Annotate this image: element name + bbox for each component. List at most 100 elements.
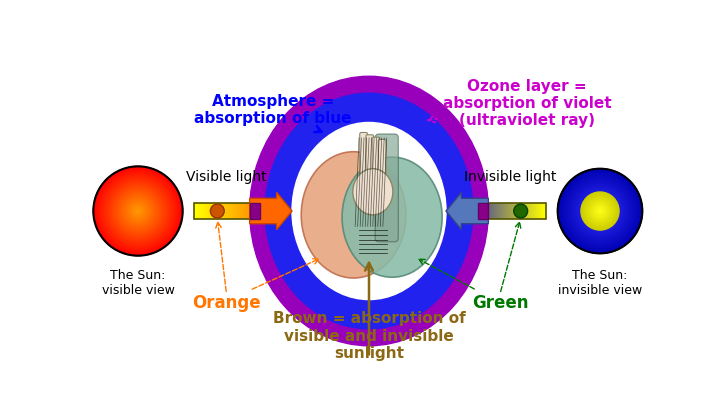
Bar xyxy=(488,203,546,219)
Bar xyxy=(542,203,543,219)
Bar xyxy=(543,203,544,219)
Bar xyxy=(497,203,498,219)
Bar xyxy=(212,203,213,219)
Bar xyxy=(504,203,505,219)
Bar xyxy=(506,203,507,219)
Text: Invisible light: Invisible light xyxy=(464,170,556,184)
Circle shape xyxy=(575,187,624,236)
Bar xyxy=(195,203,196,219)
Circle shape xyxy=(595,206,605,216)
Bar xyxy=(197,203,198,219)
Ellipse shape xyxy=(292,122,446,300)
Circle shape xyxy=(596,207,604,215)
FancyBboxPatch shape xyxy=(366,135,374,178)
Circle shape xyxy=(585,196,616,226)
Circle shape xyxy=(94,166,183,256)
Circle shape xyxy=(590,200,611,222)
Circle shape xyxy=(562,173,638,249)
Bar xyxy=(244,203,245,219)
Bar xyxy=(220,203,222,219)
Circle shape xyxy=(587,198,613,224)
Bar xyxy=(238,203,239,219)
Bar xyxy=(540,203,541,219)
Circle shape xyxy=(581,192,619,230)
Bar xyxy=(207,203,208,219)
FancyBboxPatch shape xyxy=(360,132,367,178)
Circle shape xyxy=(588,199,612,223)
Circle shape xyxy=(575,186,626,236)
Circle shape xyxy=(578,189,622,233)
Bar xyxy=(225,203,226,219)
Circle shape xyxy=(102,174,174,247)
Bar xyxy=(215,203,216,219)
Circle shape xyxy=(577,188,623,234)
Bar xyxy=(545,203,546,219)
Bar xyxy=(513,203,514,219)
Bar xyxy=(478,203,488,219)
FancyBboxPatch shape xyxy=(372,137,379,178)
Circle shape xyxy=(101,173,176,249)
Circle shape xyxy=(136,209,140,212)
Circle shape xyxy=(96,169,180,253)
Bar xyxy=(208,203,210,219)
Circle shape xyxy=(114,188,161,234)
Circle shape xyxy=(117,189,159,232)
Circle shape xyxy=(576,187,624,235)
Bar xyxy=(544,203,545,219)
Circle shape xyxy=(564,175,636,247)
Bar xyxy=(520,203,521,219)
Circle shape xyxy=(590,201,610,221)
Circle shape xyxy=(99,173,176,249)
Circle shape xyxy=(566,177,634,245)
Circle shape xyxy=(582,192,618,230)
Bar xyxy=(242,203,243,219)
Ellipse shape xyxy=(301,152,406,278)
Bar xyxy=(521,203,523,219)
Circle shape xyxy=(595,206,606,216)
Circle shape xyxy=(95,168,181,254)
Circle shape xyxy=(106,179,170,243)
Text: The Sun:
visible view: The Sun: visible view xyxy=(102,269,174,297)
Circle shape xyxy=(514,204,528,218)
Bar xyxy=(211,203,212,219)
Circle shape xyxy=(579,190,621,232)
Circle shape xyxy=(125,199,150,224)
Bar xyxy=(507,203,508,219)
Bar xyxy=(243,203,244,219)
Bar xyxy=(536,203,537,219)
Bar xyxy=(226,203,227,219)
Circle shape xyxy=(109,182,168,240)
Circle shape xyxy=(595,206,605,216)
Circle shape xyxy=(598,208,603,213)
Circle shape xyxy=(122,195,154,227)
Circle shape xyxy=(567,178,633,244)
Circle shape xyxy=(588,199,612,223)
Text: Ozone layer =
absorption of violet
(ultraviolet ray): Ozone layer = absorption of violet (ultr… xyxy=(428,79,611,128)
Circle shape xyxy=(584,195,616,227)
Circle shape xyxy=(598,209,602,212)
Circle shape xyxy=(570,181,629,241)
Bar xyxy=(248,203,250,219)
Circle shape xyxy=(138,210,139,212)
Circle shape xyxy=(563,174,637,248)
Circle shape xyxy=(582,193,618,229)
Circle shape xyxy=(590,202,609,220)
Circle shape xyxy=(583,194,617,228)
Bar xyxy=(219,203,220,219)
Circle shape xyxy=(102,175,174,247)
Bar xyxy=(526,203,528,219)
Circle shape xyxy=(97,170,179,252)
Circle shape xyxy=(593,203,608,219)
Circle shape xyxy=(588,199,613,224)
Circle shape xyxy=(580,191,621,231)
Circle shape xyxy=(559,171,641,252)
Bar xyxy=(503,203,504,219)
Circle shape xyxy=(135,208,141,215)
Circle shape xyxy=(94,167,181,255)
Circle shape xyxy=(123,196,153,226)
Bar xyxy=(247,203,248,219)
Bar xyxy=(505,203,506,219)
Bar xyxy=(528,203,529,219)
Bar xyxy=(230,203,231,219)
Circle shape xyxy=(127,199,150,222)
